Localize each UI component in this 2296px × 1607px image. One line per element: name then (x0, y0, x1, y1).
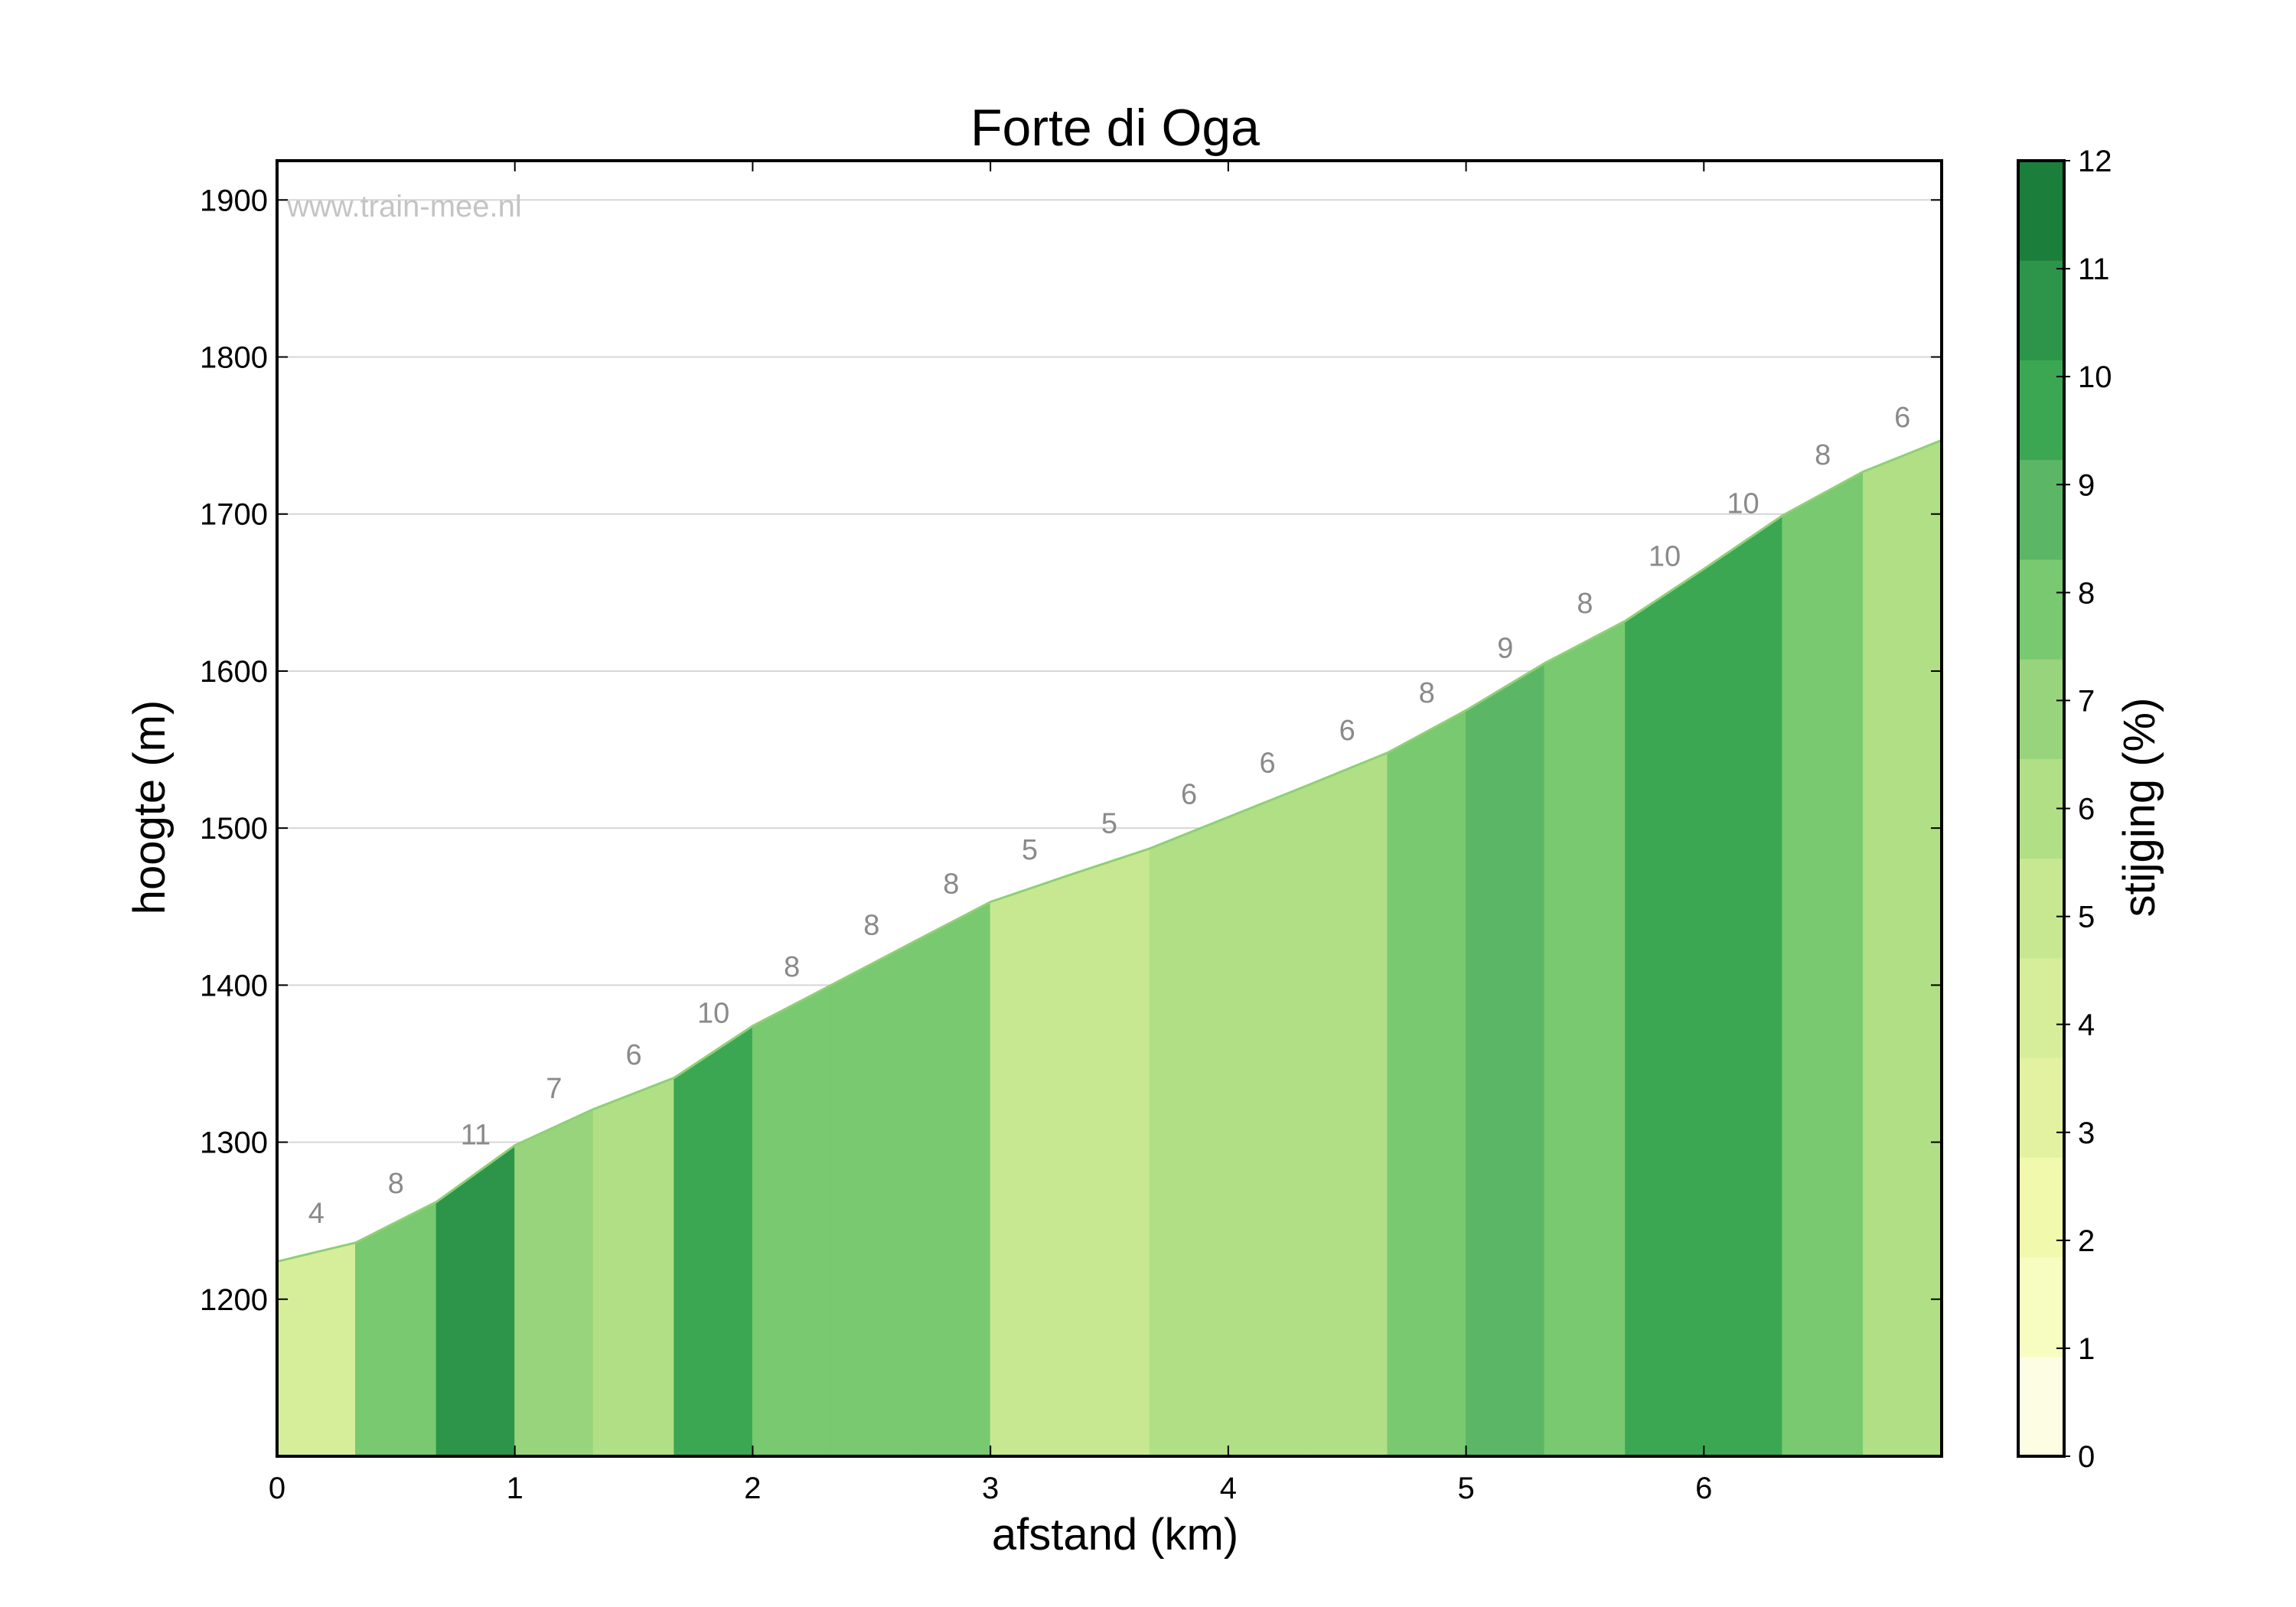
colorbar-tick-label: 4 (2078, 1009, 2095, 1042)
colorbar-tick-label: 12 (2078, 145, 2112, 178)
profile-segment (276, 1242, 357, 1457)
x-tick-label: 6 (1695, 1472, 1712, 1505)
colorbar-tick-label: 5 (2078, 901, 2095, 934)
profile-segment (1306, 751, 1388, 1457)
grade-label: 5 (1101, 807, 1117, 839)
grade-label: 7 (546, 1073, 562, 1105)
x-tick-label: 3 (982, 1472, 999, 1505)
x-tick-label: 2 (744, 1472, 761, 1505)
colorbar-cell (2018, 459, 2064, 560)
colorbar-tick-label: 9 (2078, 468, 2095, 502)
x-tick-label: 4 (1220, 1472, 1237, 1505)
colorbar-cell (2018, 659, 2064, 759)
profile-segment (514, 1108, 594, 1457)
grade-label: 8 (784, 951, 800, 983)
colorbar-tick-label: 8 (2078, 576, 2095, 610)
grade-label: 8 (943, 868, 959, 900)
colorbar-cell (2018, 260, 2064, 360)
profile-segment (592, 1077, 675, 1457)
profile-segment (1782, 471, 1864, 1457)
y-axis-label: hoogte (m) (125, 700, 174, 914)
watermark-text: www.train-mee.nl (286, 190, 522, 223)
colorbar-cell (2018, 161, 2064, 261)
colorbar-label: stijging (%) (2115, 698, 2164, 918)
x-axis-label: afstand (km) (992, 1510, 1238, 1560)
profile-segment (1544, 620, 1626, 1457)
colorbar-cell (2018, 360, 2064, 461)
grade-label: 8 (1419, 677, 1435, 709)
x-tick-label: 1 (507, 1472, 523, 1505)
profile-outline (276, 438, 1942, 1263)
colorbar-tick-label: 11 (2078, 253, 2110, 286)
colorbar-cell (2018, 1257, 2064, 1358)
plot-area: 4 8 11 7 6 10 8 8 8 5 5 6 6 6 8 9 8 10 10 8 6 0 1 2 3 4 5 6 1200 1300… (200, 159, 1943, 1505)
grade-label: 6 (1339, 715, 1355, 747)
grade-label: 10 (697, 998, 729, 1030)
colorbar-cell (2018, 957, 2064, 1058)
y-tick-label: 1200 (200, 1283, 268, 1317)
profile-segment (1703, 514, 1783, 1457)
colorbar-tick-label: 0 (2078, 1440, 2095, 1474)
x-tick-label: 5 (1457, 1472, 1474, 1505)
y-tick-label: 1400 (200, 969, 268, 1002)
grade-label: 9 (1497, 632, 1513, 664)
grade-label: 6 (1181, 778, 1197, 810)
profile-segment (1387, 709, 1467, 1457)
profile-segment (1149, 817, 1229, 1457)
grade-label: 4 (308, 1198, 325, 1230)
profile-segment (1228, 785, 1307, 1457)
y-tick-label: 1300 (200, 1126, 268, 1160)
profile-segment (1625, 568, 1704, 1457)
profile-segment (830, 942, 913, 1457)
grade-label: 6 (1260, 747, 1276, 779)
colorbar-cell (2018, 1157, 2064, 1258)
grade-label: 8 (863, 910, 879, 942)
grade-label: 11 (461, 1120, 491, 1152)
grade-label: 10 (1649, 540, 1681, 572)
plot-frame (276, 159, 1943, 1458)
profile-segment (752, 984, 832, 1457)
colorbar-tick-label: 7 (2078, 684, 2095, 718)
colorbar-tick-label: 1 (2078, 1332, 2095, 1366)
grade-label: 6 (1894, 402, 1910, 434)
colorbar-tick-label: 10 (2078, 360, 2112, 394)
y-tick-label: 1900 (200, 184, 268, 217)
colorbar-tick-label: 2 (2078, 1224, 2095, 1258)
grade-label: 5 (1022, 834, 1038, 866)
y-tick-label: 1700 (200, 498, 268, 532)
grade-label: 8 (388, 1168, 404, 1200)
grade-label: 8 (1577, 588, 1593, 620)
profile-segment (990, 875, 1070, 1457)
y-tick-label: 1500 (200, 812, 268, 846)
grade-label: 8 (1815, 439, 1831, 471)
profile-segment (673, 1025, 753, 1457)
colorbar-cell (2018, 858, 2064, 959)
grade-label: 6 (626, 1039, 642, 1071)
colorbar-cell (2018, 1058, 2064, 1158)
colorbar-tick-label: 3 (2078, 1116, 2095, 1150)
profile-segment (1466, 662, 1545, 1457)
profile-segment (1068, 848, 1150, 1457)
chart-title: Forte di Oga (970, 99, 1260, 157)
profile-segment (912, 901, 991, 1457)
profile-segment (1862, 439, 1942, 1457)
colorbar-cell (2018, 1356, 2064, 1457)
y-tick-label: 1800 (200, 341, 268, 375)
colorbar-cell (2018, 559, 2064, 660)
x-tick-label: 0 (269, 1472, 285, 1505)
grade-label: 10 (1727, 488, 1759, 520)
y-tick-label: 1600 (200, 655, 268, 689)
profile-segment (355, 1201, 437, 1457)
colorbar-tick-label: 6 (2078, 793, 2095, 826)
